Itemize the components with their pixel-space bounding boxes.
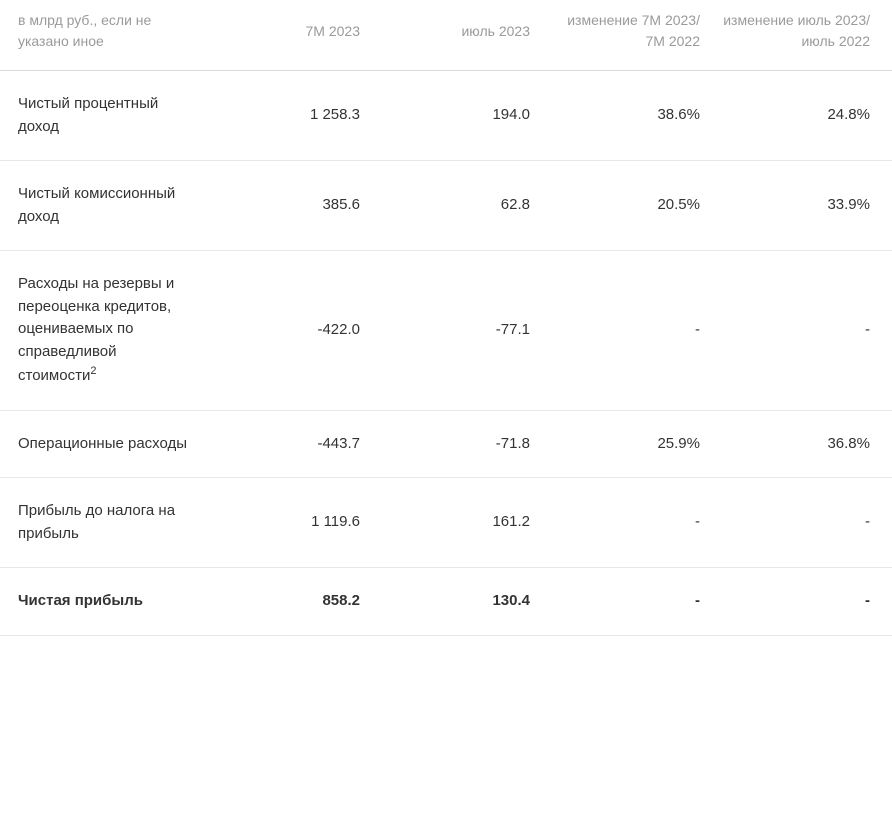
row-value: -	[540, 511, 710, 534]
table-header-row: в млрд руб., если не указано иное 7М 202…	[0, 0, 892, 71]
col-header-1: 7М 2023	[200, 21, 370, 42]
row-value: -	[710, 590, 892, 613]
row-value: 385.6	[200, 194, 370, 217]
table-row: Операционные расходы-443.7-71.825.9%36.8…	[0, 411, 892, 479]
row-value: 33.9%	[710, 194, 892, 217]
row-label: Прибыль до налога на прибыль	[0, 500, 200, 545]
row-value: 1 258.3	[200, 104, 370, 127]
row-value: 20.5%	[540, 194, 710, 217]
row-value: 161.2	[370, 511, 540, 534]
table-row: Чистый комиссионный доход385.662.820.5%3…	[0, 161, 892, 251]
row-label: Расходы на резервы и переоценка кредитов…	[0, 273, 200, 388]
row-value: -	[710, 511, 892, 534]
financial-table: в млрд руб., если не указано иное 7М 202…	[0, 0, 892, 636]
row-value: -71.8	[370, 433, 540, 456]
row-value: 1 119.6	[200, 511, 370, 534]
row-label: Чистый комиссионный доход	[0, 183, 200, 228]
row-value: 38.6%	[540, 104, 710, 127]
footnote-marker: 2	[90, 365, 96, 377]
row-label: Чистый процентный доход	[0, 93, 200, 138]
row-value: -422.0	[200, 319, 370, 342]
table-row: Расходы на резервы и переоценка кредитов…	[0, 251, 892, 411]
row-value: -443.7	[200, 433, 370, 456]
row-value: 130.4	[370, 590, 540, 613]
row-value: 24.8%	[710, 104, 892, 127]
row-value: 858.2	[200, 590, 370, 613]
col-header-3: изменение 7М 2023/ 7М 2022	[540, 10, 710, 52]
row-value: -77.1	[370, 319, 540, 342]
row-label: Чистая прибыль	[0, 590, 200, 613]
row-value: 62.8	[370, 194, 540, 217]
table-row: Чистая прибыль858.2130.4--	[0, 568, 892, 636]
row-value: 36.8%	[710, 433, 892, 456]
unit-note: в млрд руб., если не указано иное	[0, 10, 200, 52]
table-row: Прибыль до налога на прибыль1 119.6161.2…	[0, 478, 892, 568]
row-value: -	[540, 590, 710, 613]
col-header-4: изменение июль 2023/ июль 2022	[710, 10, 892, 52]
row-value: -	[710, 319, 892, 342]
row-label: Операционные расходы	[0, 433, 200, 456]
table-body: Чистый процентный доход1 258.3194.038.6%…	[0, 71, 892, 636]
table-row: Чистый процентный доход1 258.3194.038.6%…	[0, 71, 892, 161]
col-header-2: июль 2023	[370, 21, 540, 42]
row-value: 194.0	[370, 104, 540, 127]
row-value: 25.9%	[540, 433, 710, 456]
row-value: -	[540, 319, 710, 342]
